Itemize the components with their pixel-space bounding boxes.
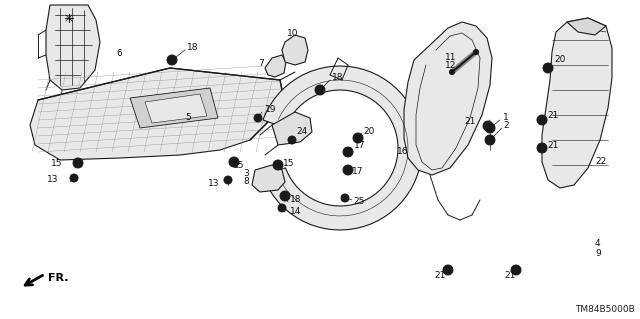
Circle shape [341,194,349,202]
Circle shape [254,114,262,122]
Text: 6: 6 [116,48,122,57]
Circle shape [278,204,286,212]
Circle shape [346,167,351,173]
Circle shape [485,123,495,133]
Text: 3: 3 [243,168,249,177]
Text: 11: 11 [445,53,456,62]
Text: 18: 18 [290,196,301,204]
Text: 21: 21 [547,140,558,150]
Text: 1: 1 [503,114,509,122]
Circle shape [485,123,491,129]
Text: 18: 18 [187,43,198,53]
Circle shape [229,157,239,167]
Circle shape [540,117,545,123]
Text: 5: 5 [185,114,191,122]
Circle shape [231,159,237,165]
Polygon shape [272,112,312,145]
Text: 14: 14 [290,207,301,217]
Text: 20: 20 [363,127,374,136]
Circle shape [288,136,296,144]
Circle shape [70,174,78,182]
Circle shape [343,196,347,200]
Polygon shape [130,88,218,128]
Circle shape [280,191,290,201]
Circle shape [315,85,325,95]
Text: 9: 9 [595,249,601,257]
Circle shape [449,70,454,75]
Text: 17: 17 [352,167,364,176]
Circle shape [443,265,453,275]
Circle shape [355,136,360,140]
Text: 24: 24 [296,128,307,137]
Polygon shape [542,18,612,188]
Polygon shape [263,66,422,230]
Text: 12: 12 [445,62,456,70]
Circle shape [343,147,353,157]
Text: 21: 21 [465,117,476,127]
Circle shape [485,135,495,145]
Polygon shape [46,5,100,90]
Circle shape [540,145,545,151]
Polygon shape [30,68,285,160]
Circle shape [353,133,363,143]
Text: 7: 7 [259,58,264,68]
Polygon shape [252,165,285,192]
Circle shape [290,138,294,142]
Text: 15: 15 [51,159,62,167]
Text: 15: 15 [283,159,294,167]
Circle shape [167,55,177,65]
Text: 25: 25 [353,197,364,205]
Circle shape [273,160,283,170]
Circle shape [488,125,493,130]
Polygon shape [282,35,308,65]
Circle shape [346,150,351,154]
Circle shape [73,158,83,168]
Circle shape [445,267,451,273]
Text: 17: 17 [354,142,365,151]
Text: 21: 21 [435,271,445,280]
Polygon shape [265,55,286,77]
Text: 19: 19 [265,106,276,115]
Circle shape [545,65,550,70]
Circle shape [317,87,323,93]
Circle shape [343,165,353,175]
Text: 13: 13 [47,175,58,184]
Text: TM84B5000B: TM84B5000B [575,305,635,314]
Circle shape [169,57,175,63]
Circle shape [543,63,553,73]
Circle shape [280,206,284,210]
Circle shape [72,176,76,180]
Polygon shape [404,22,492,175]
Text: 18: 18 [332,72,344,81]
Circle shape [474,49,479,55]
Circle shape [511,265,521,275]
Text: 4: 4 [595,239,600,248]
Text: 10: 10 [287,28,298,38]
Circle shape [537,115,547,125]
Circle shape [226,178,230,182]
Text: 8: 8 [243,176,249,186]
Text: 2: 2 [503,122,509,130]
Text: 21: 21 [547,112,558,121]
Circle shape [537,143,547,153]
Text: 21: 21 [504,271,516,280]
Text: 22: 22 [595,158,606,167]
Text: 20: 20 [554,56,565,64]
Circle shape [513,267,519,273]
Polygon shape [567,18,606,35]
Text: 13: 13 [207,179,219,188]
Circle shape [256,116,260,120]
Text: 15: 15 [232,160,244,169]
Polygon shape [145,94,207,123]
Circle shape [483,121,493,131]
Circle shape [282,193,288,199]
Circle shape [275,162,281,168]
Text: FR.: FR. [48,273,68,283]
Circle shape [487,137,493,143]
Circle shape [224,176,232,184]
Text: 16: 16 [397,147,408,157]
Circle shape [76,160,81,166]
